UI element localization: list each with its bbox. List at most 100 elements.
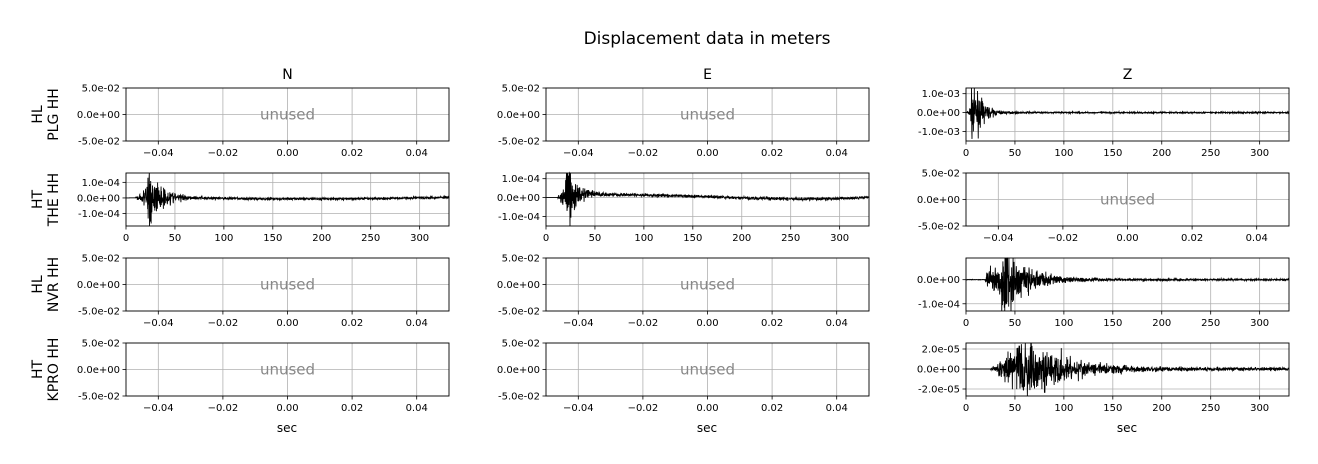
- y-tick-label: -5.0e-02: [78, 307, 120, 318]
- unused-label: unused: [1100, 191, 1155, 209]
- x-tick-label: 0.02: [761, 318, 783, 329]
- panel-r3-e: unused −0.04 −0.02 0.00 0.02 0.04 5.0e-02 0.0e+…: [497, 254, 870, 329]
- y-tick-label: -5.0e-02: [498, 392, 540, 403]
- x-tick-label: 50: [589, 233, 602, 244]
- x-tick-label: 0.04: [406, 148, 428, 159]
- x-axis-label-col-z: sec: [1117, 421, 1137, 435]
- x-tick-label: 0.04: [826, 318, 848, 329]
- y-tick-label: 0.0e+00: [917, 195, 960, 206]
- y-tick-label: 1.0e-04: [82, 178, 120, 189]
- x-tick-label: 200: [1152, 318, 1171, 329]
- panel-r2-e: 0 50 100 150 200 250 300 1.0e-04 0.0e+00 -1.0e-04: [497, 171, 870, 244]
- y-tick-label: 0.0e+00: [917, 275, 960, 286]
- unused-label: unused: [260, 106, 315, 124]
- x-tick-label: 200: [312, 233, 331, 244]
- y-tick-label: 5.0e-02: [922, 169, 960, 180]
- x-tick-label: 250: [1201, 148, 1220, 159]
- panel-r3-z: 0 50 100 150 200 250 300 0.0e+00 -1.0e-04: [917, 257, 1290, 329]
- x-tick-label: 0.00: [1116, 233, 1138, 244]
- x-tick-label: 0.04: [1246, 233, 1268, 244]
- row-label-network: HT: [30, 190, 46, 210]
- row-label-station: THE HH: [46, 173, 62, 227]
- x-tick-label: 0.00: [276, 403, 298, 414]
- unused-label: unused: [260, 276, 315, 294]
- axes-frame: [965, 257, 1290, 312]
- chart-title: Displacement data in meters: [584, 29, 831, 49]
- y-tick-label: 0.0e+00: [77, 193, 120, 204]
- x-tick-label: 150: [1103, 403, 1122, 414]
- y-tick-label: 0.0e+00: [77, 365, 120, 376]
- x-tick-label: 50: [1009, 318, 1022, 329]
- y-tick-label: 0.0e+00: [917, 365, 960, 376]
- y-tick-label: -1.0e-04: [498, 212, 540, 223]
- x-tick-label: 0.02: [341, 148, 363, 159]
- x-tick-label: −0.04: [563, 403, 594, 414]
- x-tick-label: 150: [683, 233, 702, 244]
- x-tick-label: 0: [963, 403, 969, 414]
- row-label-station: PLG HH: [46, 88, 62, 141]
- y-tick-label: 1.0e-04: [502, 174, 540, 185]
- panel-r2-z: unused −0.04 −0.02 0.00 0.02 0.04 5.0e-02 0.0e+…: [917, 169, 1290, 244]
- column-title-n: N: [282, 67, 292, 83]
- x-tick-label: 150: [1103, 148, 1122, 159]
- x-tick-label: −0.04: [143, 403, 174, 414]
- panel-r1-e: unused −0.04 −0.02 0.00 0.02 0.04 5.0e-02 0.0e+…: [497, 67, 870, 159]
- x-tick-label: −0.04: [143, 318, 174, 329]
- row-label-network: HT: [30, 360, 46, 380]
- x-tick-label: 150: [1103, 318, 1122, 329]
- x-tick-label: 250: [781, 233, 800, 244]
- x-tick-label: 200: [1152, 403, 1171, 414]
- x-tick-label: 50: [1009, 403, 1022, 414]
- y-tick-label: -5.0e-02: [498, 137, 540, 148]
- x-tick-label: 50: [1009, 148, 1022, 159]
- column-title-z: Z: [1123, 67, 1133, 83]
- y-tick-label: -1.0e-04: [78, 209, 120, 220]
- unused-label: unused: [680, 106, 735, 124]
- y-tick-label: 0.0e+00: [77, 280, 120, 291]
- x-tick-label: −0.02: [628, 403, 659, 414]
- x-tick-label: 300: [410, 233, 429, 244]
- x-tick-label: 0.04: [406, 403, 428, 414]
- unused-label: unused: [680, 276, 735, 294]
- y-tick-label: -5.0e-02: [918, 222, 960, 233]
- panels-layer: unused −0.04 −0.02 0.00 0.02 0.04 5.0e-02 0.0e+…: [30, 67, 1290, 414]
- waveform-trace: [546, 171, 870, 227]
- y-tick-label: -2.0e-05: [918, 385, 960, 396]
- y-tick-label: 2.0e-05: [922, 345, 960, 356]
- x-tick-label: 0: [543, 233, 549, 244]
- x-tick-label: 250: [1201, 403, 1220, 414]
- panel-r4-e: unused −0.04 −0.02 0.00 0.02 0.04 5.0e-02 0.0e+…: [497, 339, 870, 414]
- x-tick-label: 100: [214, 233, 233, 244]
- x-tick-label: 0.02: [761, 148, 783, 159]
- x-tick-label: −0.02: [208, 148, 239, 159]
- y-tick-label: -5.0e-02: [498, 307, 540, 318]
- x-tick-label: −0.04: [983, 233, 1014, 244]
- x-tick-label: 0.00: [696, 148, 718, 159]
- panel-r4-z: 0 50 100 150 200 250 300 2.0e-05 0.0e+00 -2.0e-05: [917, 342, 1290, 414]
- y-tick-label: 5.0e-02: [82, 254, 120, 265]
- y-tick-label: 0.0e+00: [497, 365, 540, 376]
- x-tick-label: −0.02: [628, 148, 659, 159]
- x-tick-label: −0.02: [208, 318, 239, 329]
- x-axis-label-col-n: sec: [277, 421, 297, 435]
- x-axis-label-col-e: sec: [697, 421, 717, 435]
- axes-frame: [125, 172, 450, 227]
- x-tick-label: 100: [634, 233, 653, 244]
- x-tick-label: 100: [1054, 148, 1073, 159]
- y-tick-label: 5.0e-02: [82, 339, 120, 350]
- y-tick-label: 0.0e+00: [917, 108, 960, 119]
- waveform-trace: [965, 257, 1290, 312]
- x-tick-label: 100: [1054, 403, 1073, 414]
- panel-r2-n: 0 50 100 150 200 250 300 1.0e-04 0.0e+00 -1.0e-04: [77, 172, 450, 244]
- x-tick-label: 0.02: [1181, 233, 1203, 244]
- y-tick-label: 0.0e+00: [497, 110, 540, 121]
- x-tick-label: 300: [1250, 148, 1269, 159]
- x-tick-label: 250: [361, 233, 380, 244]
- x-tick-label: 0.02: [341, 403, 363, 414]
- x-tick-label: 50: [169, 233, 182, 244]
- y-tick-label: -1.0e-03: [918, 127, 960, 138]
- waveform-trace: [966, 87, 1290, 139]
- waveform-trace: [126, 172, 450, 227]
- axes-frame: [545, 172, 870, 227]
- x-tick-label: −0.02: [208, 403, 239, 414]
